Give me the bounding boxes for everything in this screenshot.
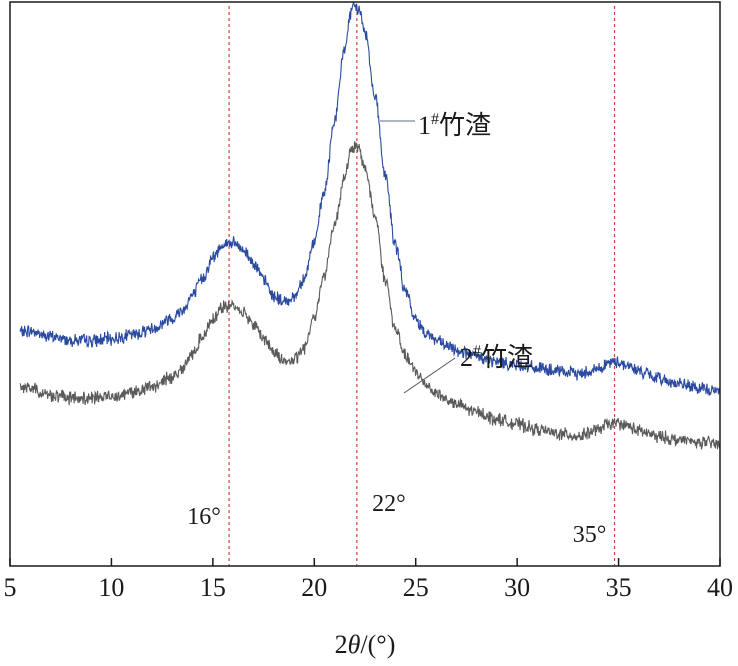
reference-lines [228,6,616,566]
series-label-sup: # [473,343,481,360]
x-tick-label-5: 5 [4,573,17,602]
series-label-number: 1 [418,111,431,140]
series-layer [19,1,721,450]
x-axis-ticks: 5 10 15 20 25 30 35 40 [4,558,733,602]
x-tick-label-20: 20 [301,573,327,602]
series-line-2 [19,141,721,450]
x-tick-label-25: 25 [403,573,429,602]
x-tick-label-30: 30 [504,573,530,602]
series-label-text: 竹渣 [481,343,533,373]
plot-frame [9,1,721,567]
angle-annotation-1: 16° [187,504,221,530]
angle-annotation-2: 22° [372,491,406,517]
x-tick-label-35: 35 [606,573,632,602]
angle-annotation-3: 35° [573,522,607,548]
series-label-leader-2 [403,357,456,394]
series-line-1 [19,1,721,396]
annotations: 16° 22° 35° [187,491,606,548]
x-tick-label-10: 10 [98,573,124,602]
x-axis-label-suffix: /(°) [360,630,395,659]
series-labels: 1#竹渣2#竹渣 [380,111,533,394]
series-label-sup: # [431,111,439,128]
x-axis-label: 2θ/(°) [335,630,396,659]
x-tick-label-15: 15 [200,573,226,602]
series-label-text: 竹渣 [439,111,491,141]
series-label-1: 1#竹渣 [418,111,491,141]
x-tick-label-40: 40 [707,573,733,602]
series-label-2: 2#竹渣 [460,343,533,373]
x-axis-label-theta: θ [348,630,361,659]
x-axis-label-prefix: 2 [335,630,348,659]
series-label-number: 2 [460,343,473,372]
